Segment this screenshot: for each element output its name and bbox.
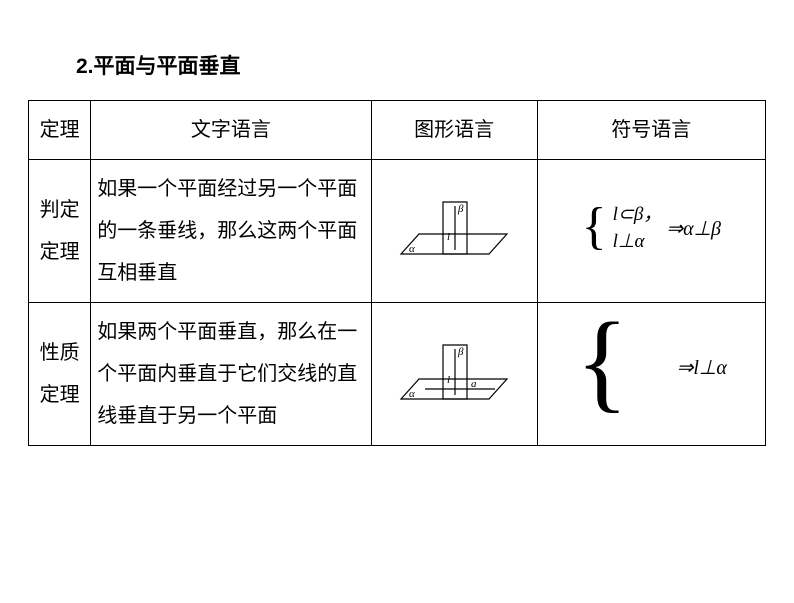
header-theorem: 定理 xyxy=(29,101,91,160)
case-line: l⊥α xyxy=(613,229,663,256)
theorem-label-2a: 性质 xyxy=(40,342,80,364)
header-sym-lang: 符号语言 xyxy=(537,101,765,160)
row2-conclusion: ⇒l⊥α xyxy=(677,347,727,389)
svg-text:β: β xyxy=(457,346,464,358)
perpendicular-planes-diagram-1: α β l xyxy=(389,190,519,272)
svg-text:a: a xyxy=(471,378,477,390)
svg-text:l: l xyxy=(447,374,450,386)
left-brace-icon: { xyxy=(582,206,607,248)
row1-figure-cell: α β l xyxy=(371,160,537,303)
row1-symbol-expression: { l⊂β， l⊥α ⇒α⊥β xyxy=(582,202,721,255)
row2-theorem-name: 性质 定理 xyxy=(29,303,91,446)
table-header-row: 定理 文字语言 图形语言 符号语言 xyxy=(29,101,766,160)
row1-theorem-name: 判定 定理 xyxy=(29,160,91,303)
header-fig-lang: 图形语言 xyxy=(371,101,537,160)
case-line: l⊂β， xyxy=(613,202,663,229)
row2-figure-cell: α β l a xyxy=(371,303,537,446)
svg-text:α: α xyxy=(409,388,415,400)
header-text-lang: 文字语言 xyxy=(91,101,371,160)
row1-text-lang: 如果一个平面经过另一个平面的一条垂线，那么这两个平面互相垂直 xyxy=(91,160,371,303)
row1-conclusion: ⇒α⊥β xyxy=(666,208,721,250)
theorem-label-1b: 定理 xyxy=(40,241,80,263)
theorem-label-1a: 判定 xyxy=(40,199,80,221)
table-row: 性质 定理 如果两个平面垂直，那么在一个平面内垂直于它们交线的直线垂直于另一个平… xyxy=(29,303,766,446)
row2-text-lang: 如果两个平面垂直，那么在一个平面内垂直于它们交线的直线垂直于另一个平面 xyxy=(91,303,371,446)
svg-text:α: α xyxy=(409,243,415,255)
section-title: 2.平面与平面垂直 xyxy=(76,50,766,80)
svg-text:l: l xyxy=(447,231,450,243)
theorem-label-2b: 定理 xyxy=(40,384,80,406)
row2-symbol-expression: { ⇒l⊥α xyxy=(576,329,727,406)
svg-text:β: β xyxy=(457,203,464,215)
table-row: 判定 定理 如果一个平面经过另一个平面的一条垂线，那么这两个平面互相垂直 α β… xyxy=(29,160,766,303)
row1-symbol-cell: { l⊂β， l⊥α ⇒α⊥β xyxy=(537,160,765,303)
perpendicular-planes-diagram-2: α β l a xyxy=(389,331,519,417)
left-brace-icon: { xyxy=(576,323,629,400)
perpendicular-planes-table: 定理 文字语言 图形语言 符号语言 判定 定理 如果一个平面经过另一个平面的一条… xyxy=(28,100,766,446)
row2-symbol-cell: { ⇒l⊥α xyxy=(537,303,765,446)
row1-cases: l⊂β， l⊥α xyxy=(613,202,663,255)
page-container: 2.平面与平面垂直 定理 文字语言 图形语言 符号语言 判定 定理 如果一个平面… xyxy=(0,0,794,446)
